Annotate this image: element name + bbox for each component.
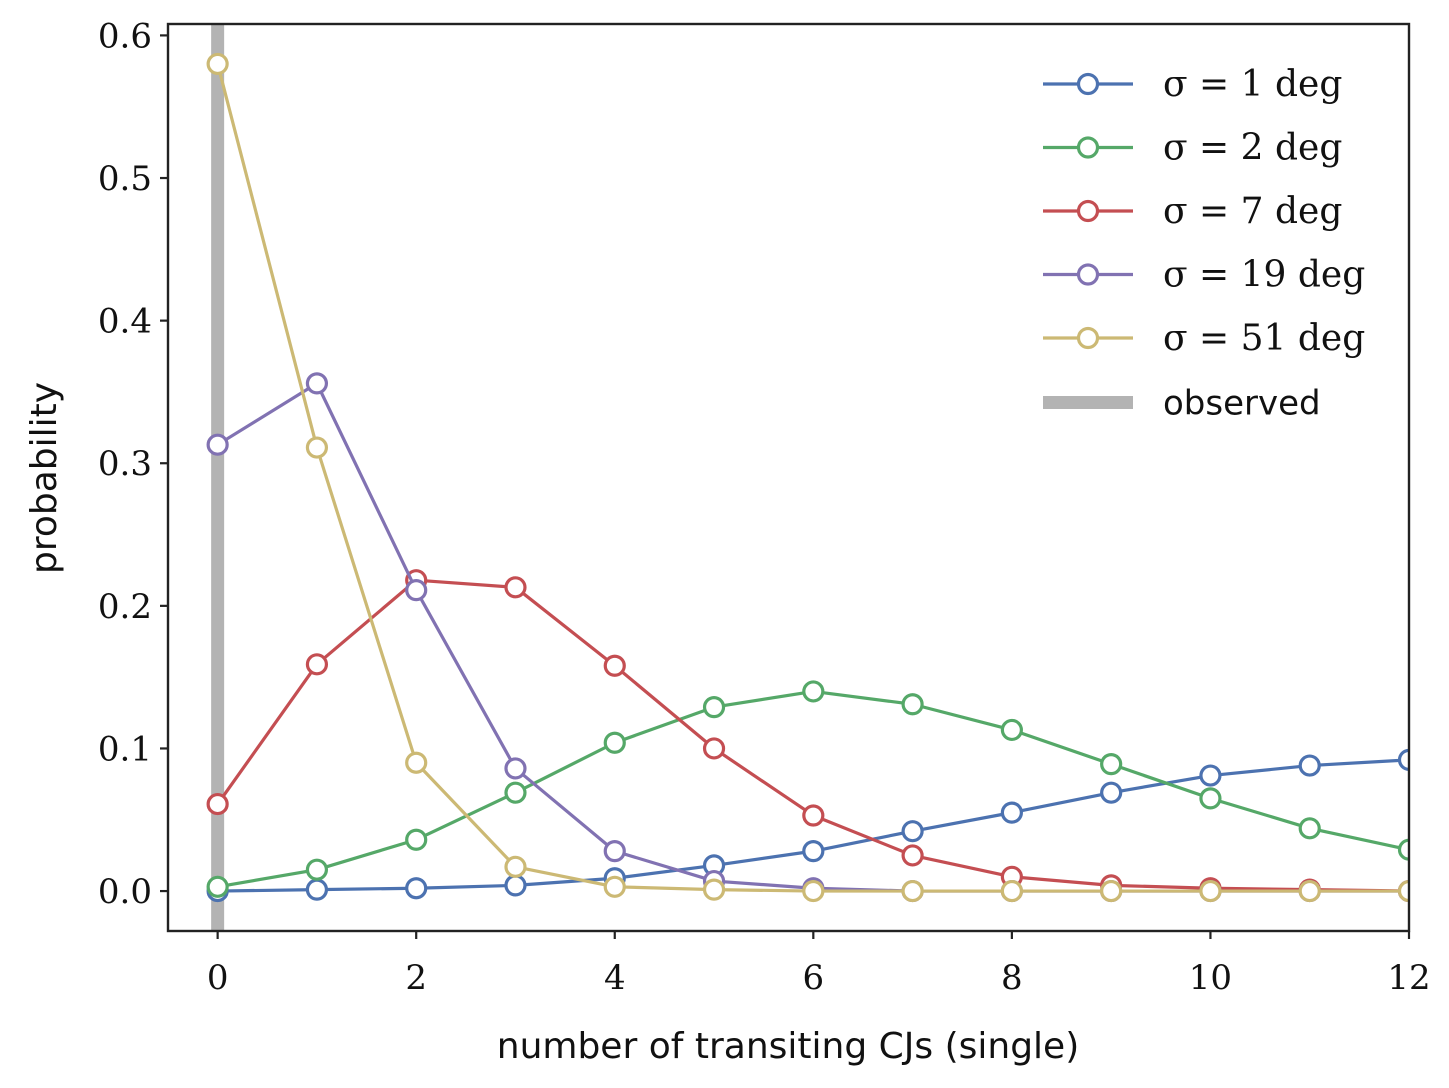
axes-layer: 0 2 4 6 8 10 12 0.0 0.1 0.2 0.3 0.4 0.5 0.6 [98, 16, 1431, 998]
data-point-s5-x0 [206, 52, 229, 76]
legend-item-observed: observed [1043, 384, 1321, 424]
data-point-s5-x2 [405, 751, 428, 774]
data-point-s2-x9 [1100, 753, 1123, 776]
legend-marker-4 [1076, 263, 1100, 286]
data-point-s4-x3 [504, 757, 527, 780]
plot-frame [166, 22, 1411, 933]
legend-item-2: σ = 2 deg [1043, 128, 1342, 169]
data-point-s1-x7 [901, 820, 924, 843]
data-point-s5-x8 [1000, 879, 1023, 903]
data-point-s1-x10 [1199, 764, 1222, 787]
series-2 [206, 680, 1409, 898]
data-point-s1-x2 [405, 877, 428, 900]
y-tick-label-2: 0.2 [98, 587, 152, 627]
y-tick-label-1: 0.1 [98, 729, 152, 769]
legend-marker-2 [1076, 136, 1100, 159]
data-point-s3-x5 [702, 737, 726, 760]
x-tick-label-4: 4 [604, 958, 626, 998]
data-point-s5-x5 [702, 878, 726, 901]
data-point-s3-x1 [305, 653, 329, 676]
data-point-s3-x0 [206, 792, 229, 816]
data-point-s2-x3 [504, 781, 527, 804]
data-point-s4-x1 [305, 372, 329, 395]
legend-label-observed: observed [1163, 384, 1321, 424]
x-tick-label-8: 8 [1001, 958, 1023, 998]
data-point-s2-x6 [802, 680, 825, 703]
data-point-s1-x9 [1100, 781, 1123, 804]
legend: σ = 1 deg σ = 2 deg σ = 7 deg σ = 19 deg σ =… [1043, 64, 1365, 424]
data-point-s3-x4 [603, 654, 626, 677]
series-layer [206, 52, 1409, 903]
legend-item-4: σ = 19 deg [1043, 255, 1365, 296]
legend-label-3: σ = 7 deg [1163, 191, 1342, 232]
data-point-s1-x12 [1397, 748, 1409, 771]
data-point-s3-x7 [901, 844, 924, 867]
data-point-s2-x5 [702, 696, 726, 719]
legend-marker-1 [1076, 72, 1100, 96]
data-point-s2-x4 [603, 731, 626, 754]
data-point-s2-x8 [1000, 718, 1023, 742]
legend-label-4: σ = 19 deg [1163, 255, 1365, 296]
y-tick-label-6: 0.6 [98, 16, 152, 56]
data-point-s4-x2 [405, 579, 428, 602]
data-point-s3-x6 [802, 804, 825, 827]
data-point-s5-x12 [1397, 879, 1409, 903]
data-point-s4-x0 [206, 433, 229, 456]
y-tick-label-3: 0.3 [98, 444, 152, 484]
data-point-s2-x11 [1298, 817, 1321, 840]
data-point-s1-x11 [1298, 754, 1321, 777]
data-point-s4-x4 [603, 840, 626, 863]
legend-label-2: σ = 2 deg [1163, 128, 1342, 169]
y-tick-label-5: 0.5 [98, 159, 152, 199]
data-point-s1-x3 [504, 874, 527, 897]
data-point-s5-x11 [1298, 879, 1321, 903]
data-point-s2-x2 [405, 828, 428, 851]
data-point-s5-x1 [305, 436, 329, 459]
series-5 [206, 52, 1409, 903]
legend-marker-5 [1076, 326, 1100, 350]
data-point-s5-x3 [504, 855, 527, 878]
data-point-s1-x6 [802, 840, 825, 863]
x-tick-label-10: 10 [1189, 958, 1232, 998]
x-axis-label: number of transiting CJs (single) [497, 1026, 1080, 1067]
data-point-s2-x10 [1199, 787, 1222, 810]
x-tick-label-6: 6 [802, 958, 824, 998]
data-point-s1-x8 [1000, 801, 1023, 824]
data-point-s5-x10 [1199, 879, 1222, 903]
y-tick-label-0: 0.0 [98, 872, 152, 912]
legend-item-3: σ = 7 deg [1043, 191, 1342, 232]
legend-item-5: σ = 51 deg [1043, 318, 1365, 359]
y-tick-label-4: 0.4 [98, 302, 152, 342]
x-tick-label-2: 2 [405, 958, 427, 998]
data-point-s2-x0 [206, 875, 229, 898]
data-point-s5-x7 [901, 879, 924, 903]
data-point-s2-x1 [305, 858, 329, 881]
data-point-s3-x3 [504, 576, 527, 599]
x-tick-label-12: 12 [1387, 958, 1430, 998]
legend-label-5: σ = 51 deg [1163, 318, 1365, 359]
data-point-s1-x1 [305, 878, 329, 901]
x-tick-label-0: 0 [207, 958, 229, 998]
legend-label-1: σ = 1 deg [1163, 64, 1342, 105]
data-point-s5-x4 [603, 875, 626, 898]
data-point-s5-x6 [802, 879, 825, 903]
legend-item-1: σ = 1 deg [1043, 64, 1342, 105]
legend-marker-3 [1076, 199, 1100, 223]
data-point-s5-x9 [1100, 879, 1123, 903]
data-point-s2-x12 [1397, 838, 1409, 861]
data-point-s2-x7 [901, 693, 924, 716]
y-axis-label: probability [24, 382, 65, 574]
